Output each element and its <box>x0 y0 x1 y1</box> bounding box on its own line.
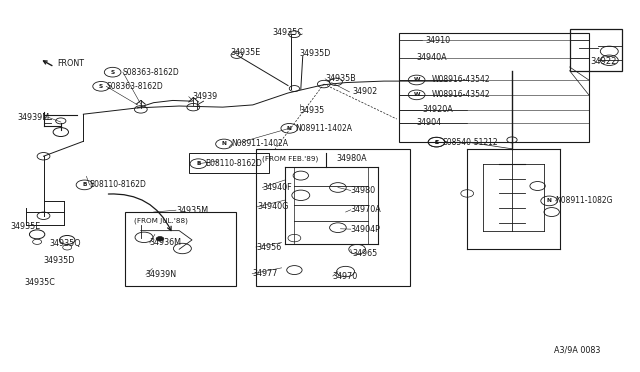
Text: 34977: 34977 <box>252 269 278 278</box>
Text: 34910: 34910 <box>426 36 451 45</box>
Text: 34935D: 34935D <box>300 49 331 58</box>
Text: 34935E: 34935E <box>230 48 260 57</box>
Text: N: N <box>221 141 227 147</box>
Circle shape <box>156 237 164 241</box>
Text: W08916-43542: W08916-43542 <box>432 90 491 99</box>
Text: 34936M: 34936M <box>150 238 182 247</box>
Text: 34965: 34965 <box>352 249 377 258</box>
Text: FRONT: FRONT <box>58 60 84 68</box>
Text: 34956: 34956 <box>256 243 281 251</box>
Text: S08363-8162D: S08363-8162D <box>123 68 180 77</box>
Text: N08911-1082G: N08911-1082G <box>556 196 613 205</box>
Bar <box>399 33 589 142</box>
Text: N08911-1402A: N08911-1402A <box>232 140 289 148</box>
Text: (FROM FEB.'89): (FROM FEB.'89) <box>262 155 319 162</box>
Text: 34939M: 34939M <box>18 113 50 122</box>
Text: 34935D: 34935D <box>44 256 75 265</box>
Text: B08110-8162D: B08110-8162D <box>205 159 262 168</box>
Text: 34940F: 34940F <box>262 183 292 192</box>
Text: 34935E: 34935E <box>10 222 40 231</box>
Text: W: W <box>413 92 420 97</box>
Text: S: S <box>435 140 438 145</box>
Bar <box>570 29 622 71</box>
Text: W08916-43542: W08916-43542 <box>432 76 491 84</box>
Text: 34935C: 34935C <box>24 278 55 287</box>
Text: B08110-8162D: B08110-8162D <box>90 180 147 189</box>
Text: 34922: 34922 <box>590 57 616 66</box>
Text: N: N <box>287 126 292 131</box>
Text: 34935: 34935 <box>300 106 324 115</box>
Text: (FROM JUL.'88): (FROM JUL.'88) <box>134 217 188 224</box>
Text: 34980A: 34980A <box>336 154 367 163</box>
Text: 34920A: 34920A <box>422 105 453 114</box>
Text: 34902: 34902 <box>352 87 377 96</box>
Text: 34970: 34970 <box>333 272 358 280</box>
Text: W: W <box>413 77 420 83</box>
Text: N: N <box>547 198 552 203</box>
Text: S: S <box>99 84 103 89</box>
Text: 34980: 34980 <box>351 186 376 195</box>
Text: B: B <box>83 182 86 187</box>
Text: S: S <box>435 140 438 145</box>
Text: 34935B: 34935B <box>325 74 356 83</box>
Text: 34904: 34904 <box>416 118 441 127</box>
Text: B: B <box>196 161 200 166</box>
Bar <box>125 212 236 286</box>
Bar <box>189 153 269 173</box>
Text: 34935M: 34935M <box>176 206 208 215</box>
Text: S: S <box>111 70 115 75</box>
Text: 34939: 34939 <box>192 92 217 101</box>
Text: 34935C: 34935C <box>272 28 303 37</box>
Bar <box>256 149 410 286</box>
Text: 34935Q: 34935Q <box>50 239 81 248</box>
Text: 34970A: 34970A <box>351 205 381 214</box>
Text: N08911-1402A: N08911-1402A <box>296 124 353 133</box>
Text: 34904P: 34904P <box>351 225 381 234</box>
Text: 34940G: 34940G <box>257 202 289 211</box>
Text: S08540-51212: S08540-51212 <box>443 138 499 147</box>
Text: A3/9A 0083: A3/9A 0083 <box>554 346 600 355</box>
Text: 34939N: 34939N <box>146 270 177 279</box>
Text: 34940A: 34940A <box>416 53 447 62</box>
Text: S08363-8162D: S08363-8162D <box>106 82 163 91</box>
